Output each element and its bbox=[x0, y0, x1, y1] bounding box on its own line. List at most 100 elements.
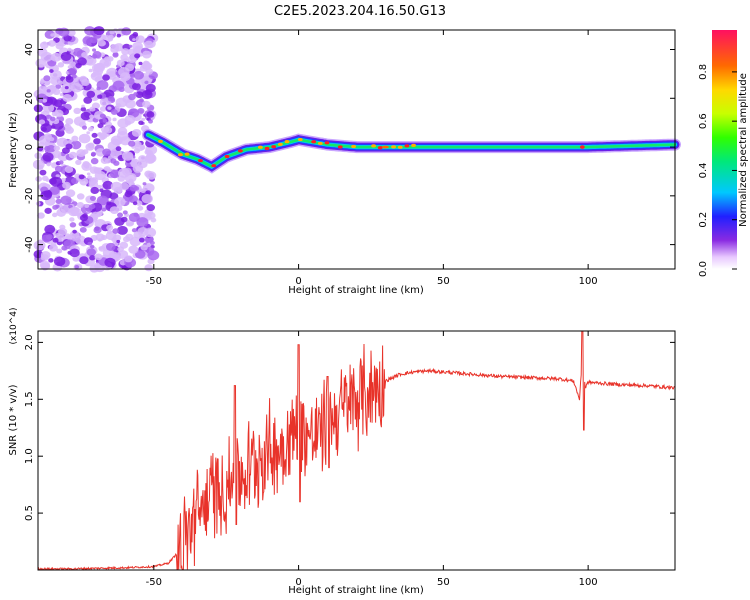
spectrogram-noise-blob bbox=[116, 33, 122, 38]
spectrogram-noise-blob bbox=[107, 229, 113, 235]
spectrogram-noise-blob bbox=[104, 167, 108, 171]
spectrogram-noise-blob bbox=[131, 228, 138, 233]
spectrogram-noise-blob bbox=[138, 120, 144, 126]
spectrogram-noise-blob bbox=[88, 68, 93, 73]
spectrogram-noise-blob bbox=[121, 151, 134, 161]
spectrogram-noise-blob bbox=[93, 262, 102, 269]
spectrogram-noise-blob bbox=[52, 212, 58, 218]
spectrogram-noise-blob bbox=[93, 26, 105, 36]
spectrogram-noise-blob bbox=[69, 61, 77, 67]
spectrogram-noise-blob bbox=[90, 186, 100, 195]
spectrogram-noise-blob bbox=[56, 137, 68, 148]
spectrogram-noise-blob bbox=[46, 162, 52, 167]
snr-y-tick-label: 1.0 bbox=[24, 448, 35, 464]
spectrogram-noise-blob bbox=[100, 126, 110, 134]
spectrogram-noise-blob bbox=[79, 75, 88, 83]
spectrogram-noise-blob bbox=[76, 193, 85, 200]
spectrogram-noise-blob bbox=[37, 165, 44, 170]
spectrogram-noise-blob bbox=[116, 239, 121, 244]
spectrogram-noise-blob bbox=[129, 184, 138, 192]
spectrogram-noise-blob bbox=[141, 193, 153, 204]
spectrogram-noise-blob bbox=[89, 166, 99, 174]
spectrogram-noise-blob bbox=[92, 48, 97, 52]
spectrogram-y-tick-label: 20 bbox=[24, 92, 35, 105]
spectrogram-noise-blob bbox=[131, 128, 142, 137]
spectrogram-noise-blob bbox=[142, 50, 152, 59]
spectrogram-noise-blob bbox=[65, 76, 74, 83]
spectrogram-noise-blob bbox=[38, 142, 45, 148]
spectrogram-hotspot bbox=[277, 142, 283, 146]
spectrogram-noise-blob bbox=[131, 82, 141, 91]
spectrogram-noise-blob bbox=[86, 131, 91, 135]
spectrogram-noise-blob bbox=[121, 27, 132, 36]
spectrogram-noise-blob bbox=[89, 255, 96, 261]
spectrogram-noise-blob bbox=[128, 195, 138, 204]
spectrogram-noise-blob bbox=[112, 117, 117, 122]
spectrogram-hotspot bbox=[381, 145, 389, 149]
spectrogram-noise-blob bbox=[148, 119, 153, 124]
spectrogram-hotspot bbox=[264, 146, 270, 151]
spectrogram-noise-blob bbox=[39, 260, 50, 270]
spectrogram-noise-blob bbox=[52, 150, 62, 159]
spectrogram-noise-blob bbox=[128, 140, 136, 147]
spectrogram-hotspot bbox=[178, 153, 183, 157]
colorbar-tick-label: 0.0 bbox=[698, 261, 709, 277]
spectrogram-ridge-band bbox=[146, 133, 677, 169]
spectrogram-noise-blob bbox=[52, 237, 59, 243]
spectrogram-noise-blob bbox=[65, 143, 73, 150]
spectrogram-noise-blob bbox=[142, 100, 151, 108]
spectrogram-noise-blob bbox=[87, 142, 95, 149]
spectrogram-hotspot bbox=[184, 152, 190, 156]
spectrogram-noise-blob bbox=[128, 212, 140, 223]
spectrogram-noise-blob bbox=[135, 91, 144, 99]
spectrogram-y-tick-label: -40 bbox=[24, 236, 35, 252]
spectrogram-noise-blob bbox=[141, 89, 153, 100]
spectrogram-noise-blob bbox=[76, 202, 85, 209]
spectrogram-x-tick-label: 0 bbox=[295, 276, 301, 287]
spectrogram-noise-blob bbox=[99, 188, 104, 193]
spectrogram-noise-blob bbox=[49, 69, 54, 73]
spectrogram-noise-blob bbox=[50, 176, 63, 187]
spectrogram-noise-blob bbox=[117, 246, 124, 252]
spectrogram-noise-blob bbox=[69, 230, 80, 239]
spectrogram-noise-blob bbox=[91, 73, 97, 78]
spectrogram-noise-blob bbox=[112, 80, 125, 91]
spectrogram-noise-blob bbox=[80, 111, 91, 121]
snr-y-axis-label: SNR (10 * v/v) bbox=[8, 384, 19, 455]
spectrogram-noise-blob bbox=[120, 216, 128, 223]
spectrogram-hotspot bbox=[257, 145, 263, 149]
spectrogram-noise-blob bbox=[109, 206, 120, 214]
spectrogram-noise-blob bbox=[48, 40, 56, 47]
spectrogram-hotspot bbox=[297, 137, 303, 142]
spectrogram-noise-blob bbox=[128, 245, 139, 254]
spectrogram-noise-blob bbox=[138, 237, 145, 243]
spectrogram-hotspot bbox=[317, 141, 323, 146]
spectrogram-noise-blob bbox=[92, 50, 102, 59]
spectrogram-noise-blob bbox=[48, 244, 58, 252]
spectrogram-noise-blob bbox=[97, 123, 104, 129]
spectrogram-noise-blob bbox=[60, 51, 72, 61]
spectrogram-noise-blob bbox=[41, 126, 47, 132]
spectrogram-noise-blob bbox=[89, 114, 95, 119]
spectrogram-noise-blob bbox=[42, 175, 49, 182]
spectrogram-noise-blob bbox=[72, 255, 80, 262]
spectrogram-noise-blob bbox=[81, 104, 85, 108]
spectrogram-noise-blob bbox=[81, 52, 88, 58]
spectrogram-noise-blob bbox=[58, 160, 64, 165]
spectrogram-noise-blob bbox=[94, 253, 103, 261]
colorbar-ticks: 0.0 0.2 0.4 0.6 0.8 bbox=[698, 64, 737, 277]
spectrogram-noise-blob bbox=[114, 197, 126, 207]
colorbar-tick-label: 0.8 bbox=[698, 64, 709, 80]
spectrogram-noise-blob bbox=[125, 99, 136, 109]
spectrogram-noise-blob bbox=[117, 212, 124, 218]
spectrogram-noise-blob bbox=[72, 229, 77, 234]
spectrogram-noise-blob bbox=[146, 204, 155, 212]
snr-panel: -50 0 50 100 0.5 1.0 1.5 2.0 Height of straigh… bbox=[8, 307, 676, 596]
spectrogram-noise-blob bbox=[84, 26, 96, 36]
spectrogram-noise-blob bbox=[57, 80, 63, 86]
spectrogram-noise-blob bbox=[102, 148, 112, 156]
spectrogram-noise-blob bbox=[79, 214, 88, 222]
spectrogram-noise-blob bbox=[145, 190, 151, 195]
spectrogram-noise-blob bbox=[112, 228, 119, 234]
spectrogram-noise-blob bbox=[55, 84, 62, 90]
